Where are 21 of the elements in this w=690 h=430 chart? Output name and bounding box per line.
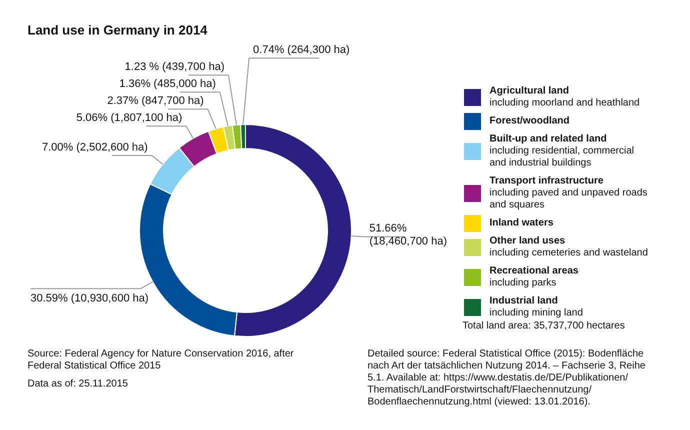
text: Data as of: 25.11.2015 [28,378,128,390]
legend-label: Built-up and related land including residential, commercial and industrial buildings [490,134,634,168]
chart-title: Land use in Germany in 2014 [28,22,208,38]
data-label: 1.36% (485,000 ha) [119,78,216,90]
legend-label: Recreational areas including parks [490,266,579,288]
data-label: 7.00% (2,502,600 ha) [42,142,148,154]
text: Detailed source: Federal Statistical Office (2015): Bodenfläche nach Art der tatsächlichen Nutzung 2014. – Fachserie 3, Reihe 5.1. Available at: https://www.destatis.de/DE/Publikationen/ Thematisch/LandForstwirtschaft/Flaechennutzung/ Bodenflaechennutzung.html (viewed: 13.01.2016). [368,348,646,408]
legend-label: Inland waters [490,218,554,228]
legend-label: Agricultural land including moorland and heathland [490,86,640,108]
legend-label: Forest/woodland [490,116,570,126]
legend-label: Other land uses including cemeteries and wasteland [490,236,648,258]
data-label: 30.59% (10,930,600 ha) [30,292,149,305]
data-label: 51.66% (18,460,700 ha) [369,222,448,248]
text: Total land area: 35,737,700 hectares [462,320,625,332]
data-label: 1.23 % (439,700 ha) [124,61,224,74]
data-label: 0.74% (264,300 ha) [253,44,350,56]
source-note: Source: Federal Agency for Nature Conservation 2016, after Federal Statistical Office 2015 [28,348,294,372]
data-label: 2.37% (847,700 ha) [107,95,204,108]
data-label: 5.06% (1,807,100 ha) [76,112,182,124]
legend-label: Industrial land including mining land [490,296,583,318]
legend-label: Transport infrastructure including paved and unpaved roads and squares [490,176,648,210]
